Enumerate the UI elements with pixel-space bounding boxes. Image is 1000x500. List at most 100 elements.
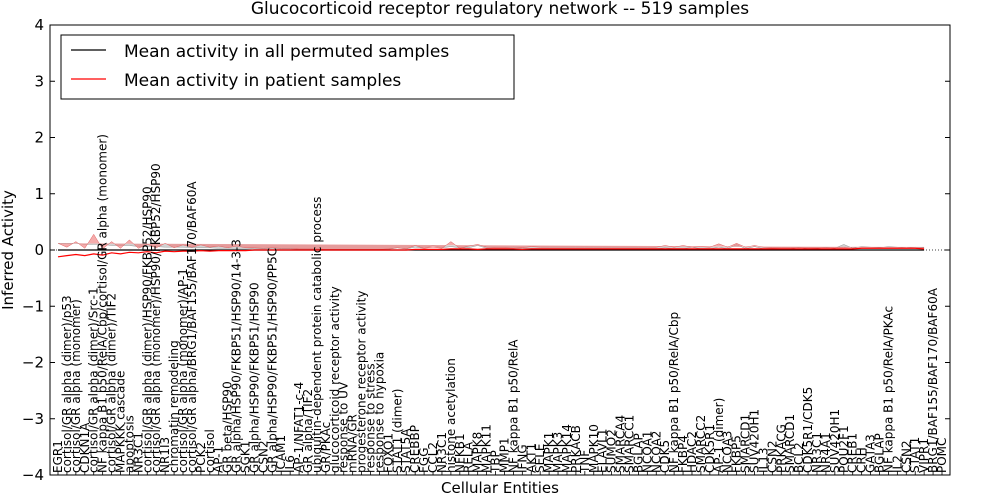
x-tick-label: CDK5R1/CDK5 <box>801 387 815 473</box>
patient-confidence-band <box>57 233 925 250</box>
x-tick-label: BCL2 <box>792 442 806 473</box>
x-tick-label: cortisol/GR alpha/BRG1/BAF155/BAF170/BAF… <box>185 181 199 473</box>
x-tick-label: RELA <box>462 441 476 473</box>
x-tick-label: IL2 <box>890 455 904 473</box>
x-tick-label: GR alpha/TIF2 <box>301 389 315 473</box>
x-tick-label: CCL2 <box>426 442 440 473</box>
x-tick-label: NF kappa B1 p50/RelA/PKAc <box>881 306 895 473</box>
x-tick-label: MAPK8 <box>471 432 485 473</box>
x-tick-label: MAPKKK cascade <box>114 371 128 473</box>
patient-mean-line <box>57 247 925 258</box>
x-tick-label: GR beta/HSP90 <box>221 381 235 473</box>
x-tick-label: FOXO1 <box>381 433 395 473</box>
x-tick-label: NFKB1 <box>453 433 467 473</box>
x-tick-label: VIPR1 <box>917 438 931 473</box>
y-tick-label: 1 <box>34 185 44 203</box>
x-tick-label: NR3C1 <box>810 432 824 473</box>
x-tick-label: FGG <box>417 448 431 474</box>
x-tick-label: CDK5 <box>658 440 672 473</box>
x-tick-label: BGLAP <box>631 433 645 473</box>
x-tick-label: POU2F1 <box>837 425 851 473</box>
x-tick-label: NF kappa B1 p50/RelA/Cbp <box>667 312 681 473</box>
x-tick-label: cortisol/GR alpha (dimer)/p53 <box>60 295 74 473</box>
x-tick-label: ICAM1 <box>274 435 288 473</box>
series-lines-layer <box>50 247 950 258</box>
x-tick-label: GR alpha/HSP90/FKBP51/HSP90 <box>247 282 261 473</box>
y-tick-label: 2 <box>34 129 44 147</box>
x-tick-label: GR alpha/HSP90/FKBP51/HSP90/14-3-3 <box>230 239 244 473</box>
x-tick-label: cortisol/GR alpha (dimer)/TIF2 <box>105 293 119 473</box>
legend-label-permuted: Mean activity in all permuted samples <box>124 42 449 62</box>
y-tick-label: −4 <box>22 466 44 484</box>
x-tick-label: STAT1 <box>908 437 922 473</box>
x-tick-label: AP-1 (dimer) <box>712 398 726 473</box>
y-axis-ticks: −4 −3 −2 −1 0 1 2 3 4 <box>22 16 950 484</box>
x-tick-label: cortisol/GR alpha (dimer)/HSP90/FKBP52/H… <box>140 186 154 473</box>
x-tick-label: response to stress <box>364 363 378 473</box>
y-axis-label: Inferred Activity <box>0 190 17 310</box>
x-tick-label: MAPK1 <box>542 432 556 473</box>
x-tick-label: cortisol/GR alpha (dimer)/Src-1 <box>87 287 101 473</box>
x-tick-label: CREBBP <box>408 425 422 473</box>
x-tick-label: MAPK3 <box>551 432 565 473</box>
x-tick-label: EGR1 <box>51 440 65 473</box>
x-tick-label: SUV420H1 <box>828 409 842 473</box>
x-tick-label: IFNG <box>515 444 529 473</box>
x-tick-label: glucocorticoid receptor activity <box>328 286 342 473</box>
x-tick-label: MAPK10 <box>587 424 601 473</box>
x-tick-label: GR/PKAc <box>319 422 333 473</box>
x-tick-label: NCOA1 <box>640 431 654 473</box>
x-tick-label: CREB1 <box>846 433 860 473</box>
x-tick-label: cortisol <box>203 429 217 473</box>
x-tick-label: ELAVL1 <box>596 428 610 473</box>
x-tick-label: NR4A1 <box>819 432 833 473</box>
y-tick-label: 3 <box>34 72 44 90</box>
x-tick-label: FKBP5 <box>730 435 744 473</box>
x-tick-label: NCOA3 <box>721 431 735 473</box>
x-tick-label: PRKACB <box>569 425 583 473</box>
x-tick-label: SUV420H1 <box>747 409 761 473</box>
x-tick-label: cortisol/GR alpha (monomer)/HSP90/FKBP52… <box>149 163 163 473</box>
x-tick-label: MAPK14 <box>560 424 574 473</box>
x-tick-label: GATA3 <box>864 434 878 473</box>
x-tick-label: SELE <box>533 444 547 473</box>
x-tick-label: NF kappa B1 p50/RelA/Cbp/cortisol/GR alp… <box>96 134 110 473</box>
x-tick-label: response to hypoxia <box>372 352 386 473</box>
x-tick-label: POMC <box>935 438 949 473</box>
x-tick-label: STAT1 (dimer) <box>390 389 404 473</box>
x-tick-label: SMARCD1 <box>783 414 797 473</box>
legend: Mean activity in all permuted samples Me… <box>60 34 515 100</box>
x-tick-label: CDKN1A <box>78 422 92 473</box>
x-tick-label: FKBP4 <box>676 435 690 473</box>
x-tick-label: IL6 <box>283 455 297 473</box>
x-tick-label: NR3C1 <box>131 432 145 473</box>
x-tick-label: CSN2 <box>899 440 913 473</box>
x-tick-label: CSN2 <box>256 440 270 473</box>
x-tick-label: SMARCD1 <box>739 414 753 473</box>
x-tick-label: apoptosis <box>122 415 136 473</box>
x-tick-label: CSN2 <box>765 440 779 473</box>
y-tick-label: −3 <box>22 410 44 428</box>
plot-frame <box>49 24 951 476</box>
x-tick-label: SGK1 <box>239 441 253 473</box>
x-tick-label: SMARCA4 <box>614 415 628 473</box>
x-tick-label: PRKACG <box>774 424 788 473</box>
x-tick-label: progesterone receptor activity <box>355 291 369 473</box>
x-tick-label: ubiquitin-dependent protein catabolic pr… <box>310 197 324 473</box>
x-tick-label: HDAC2 <box>685 431 699 473</box>
legend-box <box>60 34 515 100</box>
x-tick-label: AP-1/NFAT1-c-4 <box>292 382 306 473</box>
x-tick-label: NR1I3 <box>158 437 172 473</box>
x-tick-label: STAT5A <box>399 428 413 473</box>
x-axis-label: Cellular Entities <box>441 479 559 497</box>
y-tick-label: 4 <box>34 16 44 34</box>
x-tick-label: MAPK11 <box>480 424 494 473</box>
legend-label-patient: Mean activity in patient samples <box>124 71 401 91</box>
x-tick-label: SUMO2 <box>605 429 619 473</box>
chart-title: Glucocorticoid receptor regulatory netwo… <box>251 0 749 19</box>
x-tick-label: CDK5R1 <box>703 424 717 473</box>
x-tick-label: cortisol/GR alpha (monomer)/AP-1 <box>176 268 190 473</box>
x-tick-label: mRNA/GR <box>346 414 360 473</box>
x-tick-label: chromatin remodeling <box>167 340 181 473</box>
